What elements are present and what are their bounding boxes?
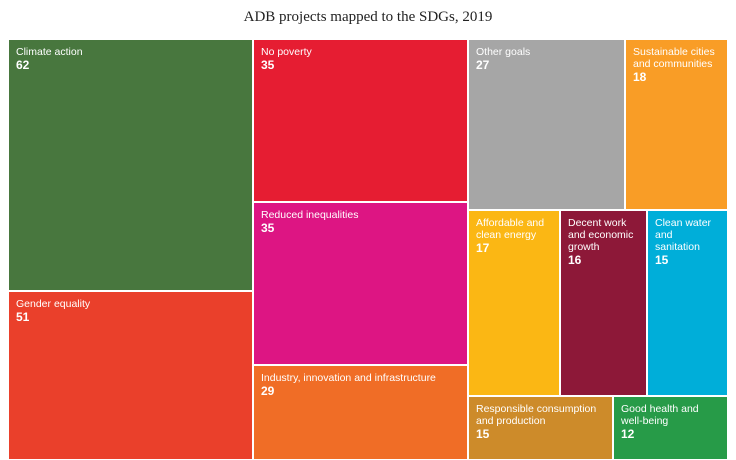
treemap-cell: Affordable and clean energy 17 xyxy=(468,210,560,396)
cell-value: 29 xyxy=(261,384,275,398)
cell-label: Industry, innovation and infrastructure xyxy=(261,372,436,384)
cell-label: Reduced inequalities xyxy=(261,209,359,221)
cell-label: Decent work and economic growth xyxy=(568,217,634,253)
cell-value: 15 xyxy=(655,253,669,267)
treemap-cell: Climate action 62 xyxy=(8,39,253,291)
cell-label: Climate action xyxy=(16,46,83,58)
treemap-cell: Gender equality 51 xyxy=(8,291,253,460)
cell-label: Gender equality xyxy=(16,298,91,310)
treemap-cell: Industry, innovation and infrastructure 2… xyxy=(253,365,468,460)
cell-label: Other goals xyxy=(476,46,531,58)
treemap-cell: Good health and well-being 12 xyxy=(613,396,728,460)
cell-value: 16 xyxy=(568,253,582,267)
chart-title: ADB projects mapped to the SDGs, 2019 xyxy=(243,9,493,25)
cell-label: Good health and well-being xyxy=(621,403,699,427)
cell-value: 17 xyxy=(476,241,490,255)
cell-value: 51 xyxy=(16,310,30,324)
cell-value: 15 xyxy=(476,427,490,441)
treemap-cell: Reduced inequalities 35 xyxy=(253,202,468,365)
cell-label: Sustainable cities and communities xyxy=(633,46,715,70)
treemap-cell: No poverty 35 xyxy=(253,39,468,202)
cell-value: 62 xyxy=(16,58,30,72)
treemap-cell: Sustainable cities and communities 18 xyxy=(625,39,728,210)
cell-label: No poverty xyxy=(261,46,312,58)
treemap-cell: Other goals 27 xyxy=(468,39,625,210)
cell-value: 27 xyxy=(476,58,490,72)
cell-label: Clean water and sanitation xyxy=(655,217,712,253)
cell-value: 18 xyxy=(633,70,647,84)
treemap-cell: Clean water and sanitation 15 xyxy=(647,210,728,396)
cell-value: 35 xyxy=(261,58,275,72)
cell-value: 12 xyxy=(621,427,635,441)
cell-value: 35 xyxy=(261,221,275,235)
cell-label: Affordable and clean energy xyxy=(476,217,545,241)
treemap-cell: Decent work and economic growth 16 xyxy=(560,210,647,396)
cell-label: Responsible consumption and production xyxy=(476,403,597,427)
treemap-cell: Responsible consumption and production 15 xyxy=(468,396,613,460)
